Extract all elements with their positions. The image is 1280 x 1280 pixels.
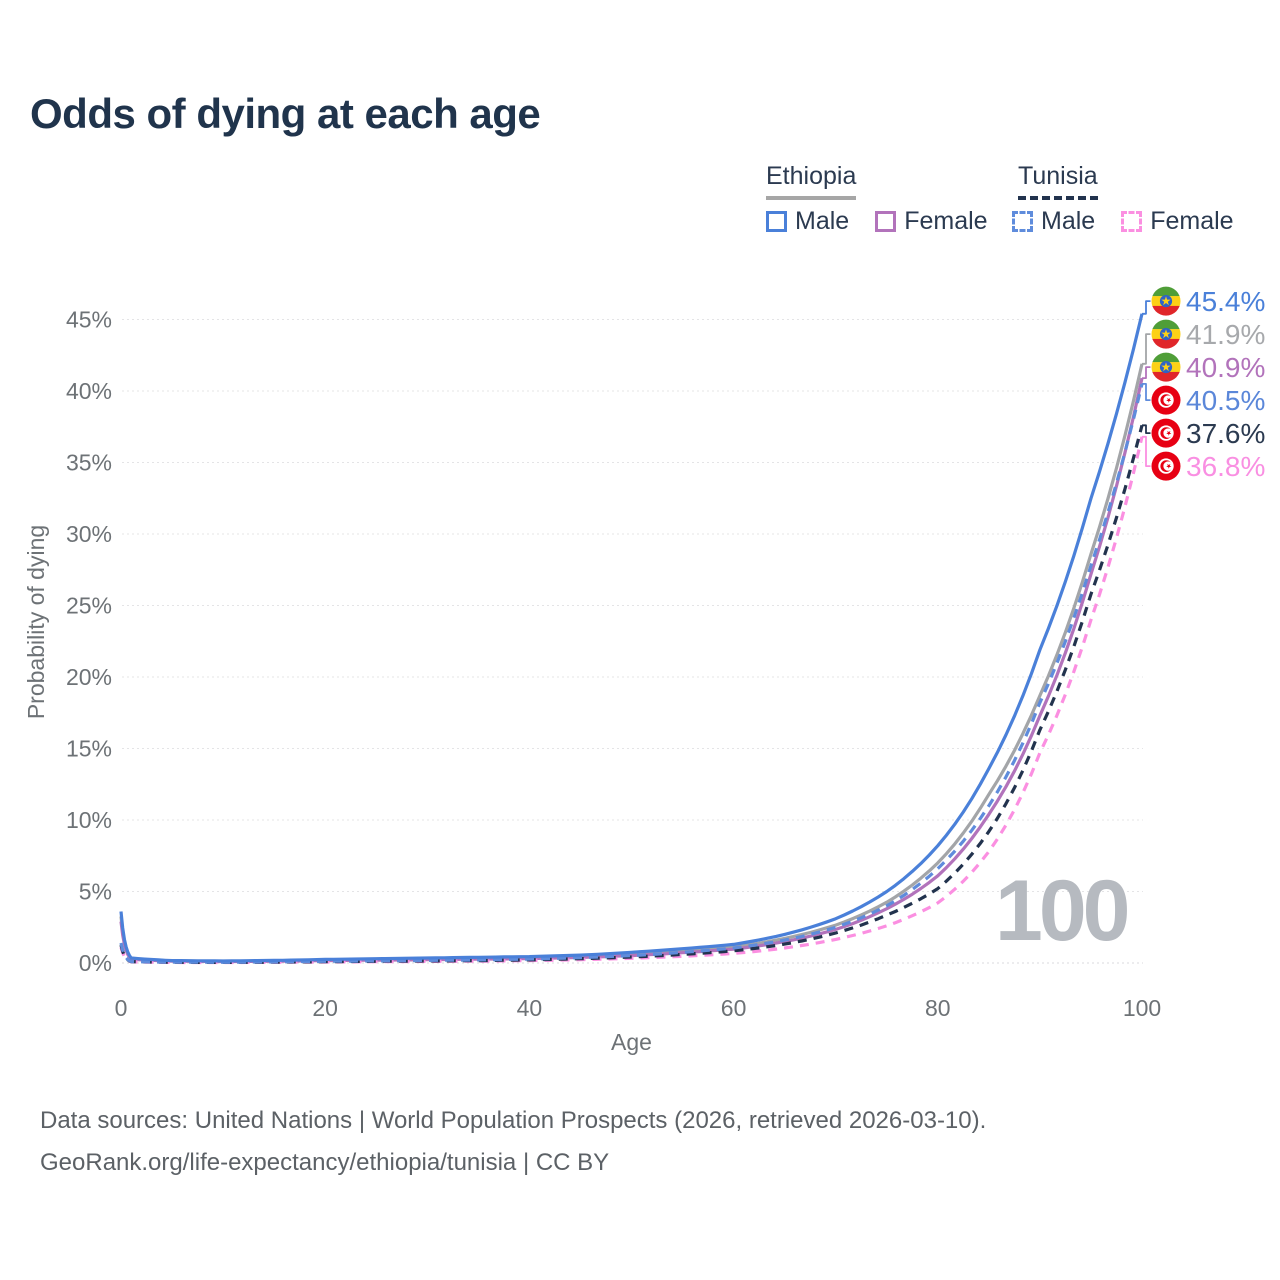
flag-icon-ethiopia [1151,352,1181,382]
legend: Ethiopia Male Female Tunisia Male Female [0,162,1280,242]
legend-label-ethiopia-female[interactable]: Female [904,207,988,235]
y-tick-label: 25% [66,592,112,618]
label-connector-tunisia [1142,424,1151,434]
y-axis-title: Probability of dying [23,525,49,719]
flag-icon-ethiopia [1151,286,1181,316]
age-counter-watermark: 100 [995,863,1131,959]
end-label-ethiopia-female: 40.9% [1186,352,1265,383]
x-tick-label: 0 [115,995,128,1021]
flag-icon-ethiopia [1151,319,1181,349]
footer-attribution: GeoRank.org/life-expectancy/ethiopia/tun… [40,1149,610,1176]
label-connector-ethiopia [1142,333,1151,365]
legend-group-tunisia: Tunisia Male Female [1012,162,1252,236]
y-tick-label: 15% [66,735,112,761]
label-connector-tunisia-male [1142,383,1151,401]
y-tick-label: 5% [79,878,112,904]
end-label-ethiopia: 41.9% [1186,319,1265,350]
flag-icon-tunisia [1151,418,1181,448]
y-tick-label: 45% [66,306,112,332]
flag-icon-tunisia [1151,451,1181,481]
y-tick-label: 20% [66,664,112,690]
y-tick-label: 35% [66,449,112,475]
footer-data-sources: Data sources: United Nations | World Pop… [40,1107,987,1134]
flag-icon-tunisia [1151,385,1181,415]
y-tick-label: 30% [66,521,112,547]
label-connector-tunisia-female [1142,435,1151,467]
end-label-ethiopia-male: 45.4% [1186,286,1265,317]
y-tick-label: 10% [66,807,112,833]
page-title: Odds of dying at each age [30,90,541,137]
legend-swatch-ethiopia-male[interactable] [766,211,787,232]
legend-heading-tunisia[interactable]: Tunisia [1018,162,1098,200]
label-connector-ethiopia-male [1142,300,1151,315]
series-line-ethiopia-male [119,313,1144,963]
footer: Data sources: United Nations | World Pop… [40,1100,986,1184]
legend-label-tunisia-female[interactable]: Female [1150,207,1234,235]
series-line-ethiopia-female [119,377,1144,964]
end-label-tunisia: 37.6% [1186,418,1265,449]
x-tick-label: 60 [721,995,747,1021]
end-label-tunisia-male: 40.5% [1186,385,1265,416]
legend-swatch-ethiopia-female[interactable] [875,211,897,232]
end-label-tunisia-female: 36.8% [1186,451,1265,482]
x-tick-label: 40 [517,995,543,1021]
series-line-tunisia-female [119,436,1144,965]
y-tick-label: 40% [66,378,112,404]
x-tick-label: 100 [1123,995,1161,1021]
legend-label-ethiopia-male[interactable]: Male [795,207,850,235]
series-line-tunisia [119,424,1144,964]
legend-label-tunisia-male[interactable]: Male [1041,207,1096,235]
legend-swatch-tunisia-male[interactable] [1012,211,1033,232]
legend-group-ethiopia: Ethiopia Male Female [766,162,1006,236]
legend-swatch-tunisia-female[interactable] [1121,211,1143,232]
legend-heading-ethiopia[interactable]: Ethiopia [766,162,857,200]
y-tick-label: 0% [79,950,112,976]
x-axis-title: Age [611,1029,652,1055]
series-line-tunisia-male [119,383,1144,964]
label-connector-ethiopia-female [1142,366,1151,379]
x-tick-label: 20 [312,995,338,1021]
x-tick-label: 80 [925,995,951,1021]
series-line-ethiopia [119,363,1144,963]
